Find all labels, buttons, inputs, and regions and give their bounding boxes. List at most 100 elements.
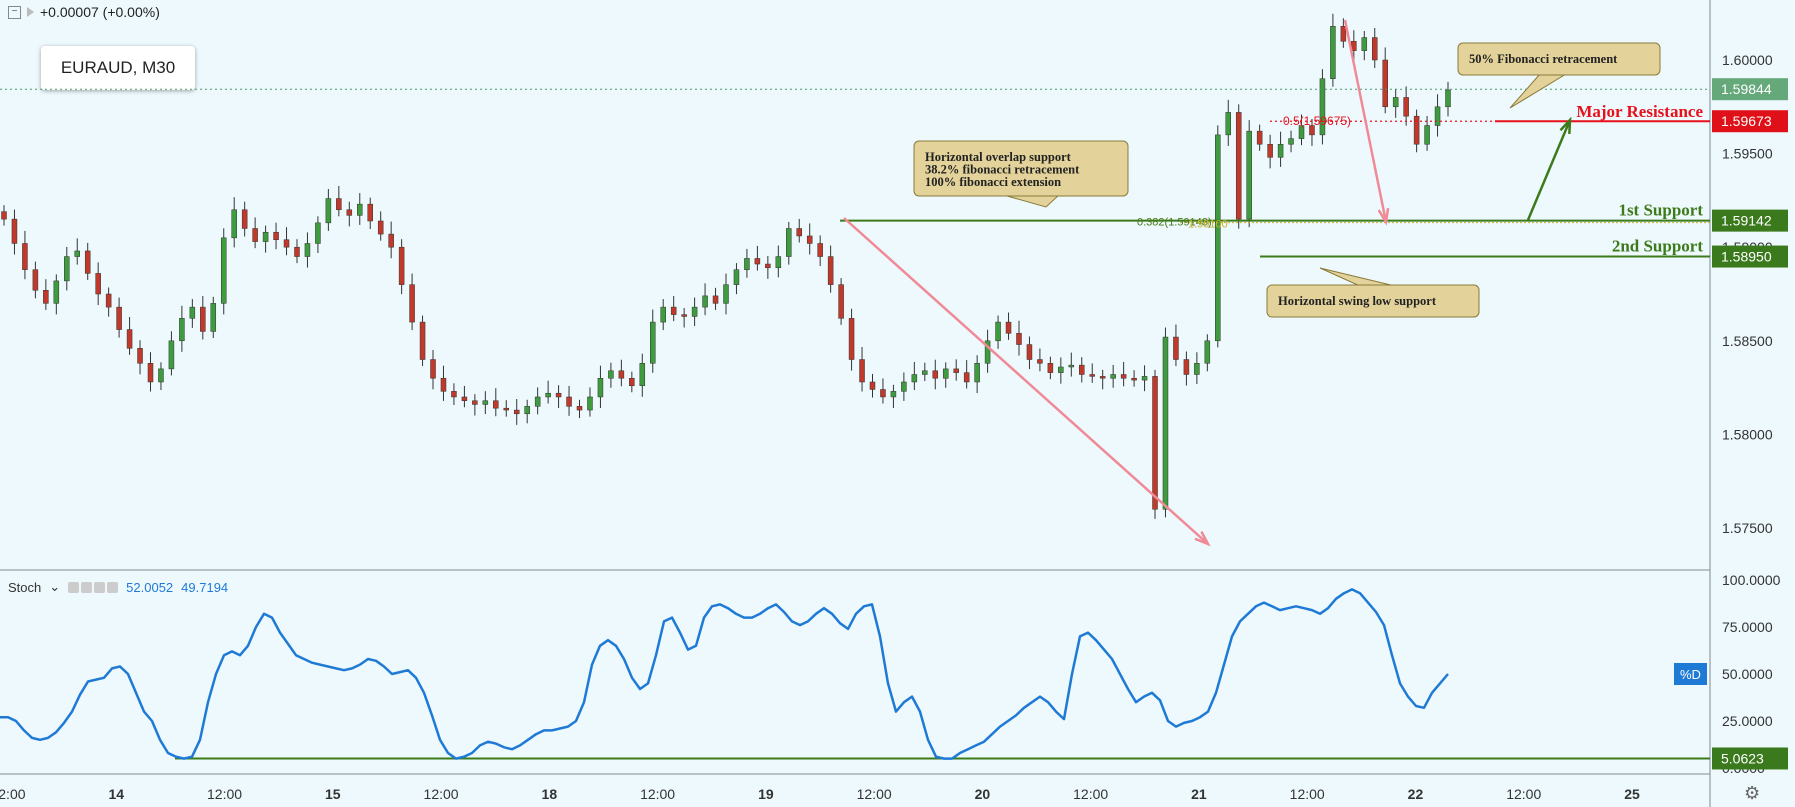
- candle-body: [304, 243, 311, 257]
- time-axis[interactable]: 12:00 14 12:00 15 12:00 18 12:00 19 12:00 20 12:00…: [0, 786, 1640, 802]
- major-resistance-label: Major Resistance: [1576, 102, 1703, 121]
- candle-body: [597, 377, 604, 398]
- candle-body: [1215, 134, 1221, 342]
- symbol-box[interactable]: EURAUD, M30: [41, 46, 195, 90]
- candle-body: [1361, 37, 1368, 51]
- candle-body: [953, 368, 959, 373]
- candle-body: [1204, 340, 1211, 364]
- candle-body: [639, 363, 646, 386]
- candle-body: [838, 284, 844, 319]
- candle-body: [126, 329, 133, 349]
- badge-current-price: 1.59844: [1721, 81, 1772, 97]
- candle-body: [1246, 130, 1252, 220]
- callout-swing[interactable]: Horizontal swing low support: [1266, 267, 1480, 318]
- candle-body: [189, 306, 196, 319]
- chevron-down-icon[interactable]: ⌄: [49, 579, 61, 594]
- time-tick-label: 12:00: [1506, 786, 1541, 802]
- candle-body: [963, 372, 970, 383]
- candle-body: [262, 231, 269, 242]
- callout-fib50-tail: [1509, 73, 1568, 109]
- candle-body: [105, 293, 112, 308]
- pink-arrow-pullback-head: [1377, 207, 1390, 226]
- candle-body: [1434, 106, 1441, 126]
- candle-body: [74, 250, 80, 257]
- stoch-layer: [0, 588, 1710, 760]
- settings-icon[interactable]: [81, 581, 93, 593]
- candle-body: [806, 235, 813, 244]
- candle-body: [1309, 125, 1315, 136]
- candle-body: [618, 370, 625, 379]
- callout-fib50-cover: [1459, 44, 1659, 74]
- candle-body: [1392, 97, 1399, 108]
- time-tick-label: 19: [758, 786, 774, 802]
- candle-body: [1131, 377, 1137, 381]
- candle-body: [1, 211, 7, 220]
- candle-body: [1445, 89, 1451, 108]
- candle-body: [733, 269, 740, 285]
- gear-icon[interactable]: ⚙: [1744, 783, 1761, 803]
- candle-body: [576, 406, 583, 411]
- time-tick-label: 20: [975, 786, 991, 802]
- green-arrow-up-head: [1559, 116, 1572, 135]
- badge-d-label: %D: [1680, 667, 1701, 682]
- candle-body: [723, 284, 729, 304]
- candle-body: [200, 306, 206, 332]
- candle-body: [1319, 78, 1326, 136]
- time-tick-label: 12:00: [857, 786, 892, 802]
- price-tick-label: 1.59500: [1722, 146, 1773, 162]
- candle-body: [1256, 130, 1263, 145]
- candle-body: [398, 246, 405, 285]
- callout-fib50[interactable]: 50% Fibonacci retracement: [1457, 42, 1661, 109]
- indicator-buttons[interactable]: [68, 581, 119, 593]
- candle-body: [1330, 26, 1336, 79]
- candle-body: [241, 209, 248, 229]
- candle-body: [1372, 37, 1378, 61]
- stoch-d-line[interactable]: [0, 588, 1449, 760]
- candle-body: [817, 243, 823, 257]
- stoch-name[interactable]: Stoch: [8, 579, 42, 595]
- candle-body: [1225, 112, 1232, 136]
- candle-body: [95, 273, 101, 295]
- candle-body: [1141, 376, 1148, 381]
- candle-body: [786, 228, 792, 257]
- candle-body: [1120, 374, 1127, 379]
- badge-support2-bg: [1712, 245, 1788, 268]
- levels-layer: Major Resistance 0.5(1.59675) 1st Support 0…: [0, 88, 1710, 258]
- stoch-tick-label: 75.0000: [1722, 619, 1773, 635]
- candle-body: [765, 263, 771, 269]
- price-tick-label: 1.60000: [1722, 52, 1773, 68]
- stoch-value-k: 52.0052: [126, 579, 174, 595]
- time-tick-label: 12:00: [1073, 786, 1108, 802]
- candle-body: [932, 370, 939, 379]
- time-tick-label: 12:00: [0, 786, 26, 802]
- candle-body: [1079, 364, 1085, 375]
- candle-body: [513, 409, 520, 415]
- candle-body: [315, 222, 321, 244]
- callout-swing-cover: [1268, 286, 1478, 316]
- callout-overlap-cover: [915, 142, 1127, 195]
- chart-header: − +0.00007 (+0.00%): [8, 4, 160, 20]
- collapse-button[interactable]: −: [8, 5, 21, 19]
- candle-body: [64, 256, 70, 282]
- badge-major-resistance-bg: [1712, 110, 1788, 133]
- add-icon[interactable]: [94, 581, 106, 593]
- candle-body: [409, 284, 415, 323]
- candle-body: [231, 209, 237, 239]
- pink-arrow-pullback-shaft: [1343, 19, 1388, 223]
- time-tick-label: 15: [325, 786, 341, 802]
- candle-body: [493, 400, 499, 409]
- candle-body: [1267, 143, 1273, 158]
- candle-body: [220, 237, 227, 304]
- candle-body: [377, 220, 384, 235]
- candle-body: [712, 295, 719, 304]
- candle-body: [147, 363, 154, 383]
- stoch-axis[interactable]: 100.000075.000050.000025.00000.00005.062…: [1674, 572, 1788, 776]
- eye-icon[interactable]: [68, 581, 80, 593]
- green-arrow-up-shaft: [1526, 119, 1572, 221]
- close-icon[interactable]: [107, 581, 119, 593]
- candle-body: [691, 306, 698, 317]
- stoch-header: Stoch ⌄ 52.0052 49.7194: [8, 579, 228, 595]
- candle-body: [325, 198, 332, 224]
